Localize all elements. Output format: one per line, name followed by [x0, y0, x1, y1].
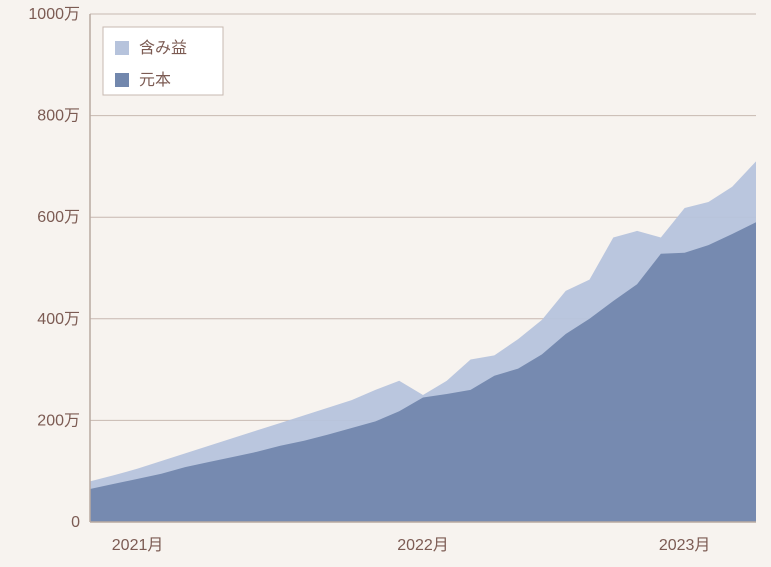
legend-swatch: [115, 41, 129, 55]
y-axis-label: 200万: [37, 412, 80, 429]
x-axis-label: 2023月: [659, 537, 711, 554]
y-axis-label: 600万: [37, 209, 80, 226]
x-axis-label: 2021月: [112, 537, 164, 554]
legend-swatch: [115, 73, 129, 87]
y-axis-label: 1000万: [28, 6, 80, 23]
y-axis-label: 400万: [37, 311, 80, 328]
legend-label: 元本: [139, 71, 171, 89]
y-axis-label: 800万: [37, 108, 80, 125]
y-axis-label: 0: [71, 514, 80, 531]
legend-label: 含み益: [139, 39, 187, 57]
stacked-area-chart: 0 200万 400万 600万 800万 1000万 2021月 2022月 2023月 含み益…: [0, 0, 771, 567]
x-axis-label: 2022月: [397, 537, 449, 554]
